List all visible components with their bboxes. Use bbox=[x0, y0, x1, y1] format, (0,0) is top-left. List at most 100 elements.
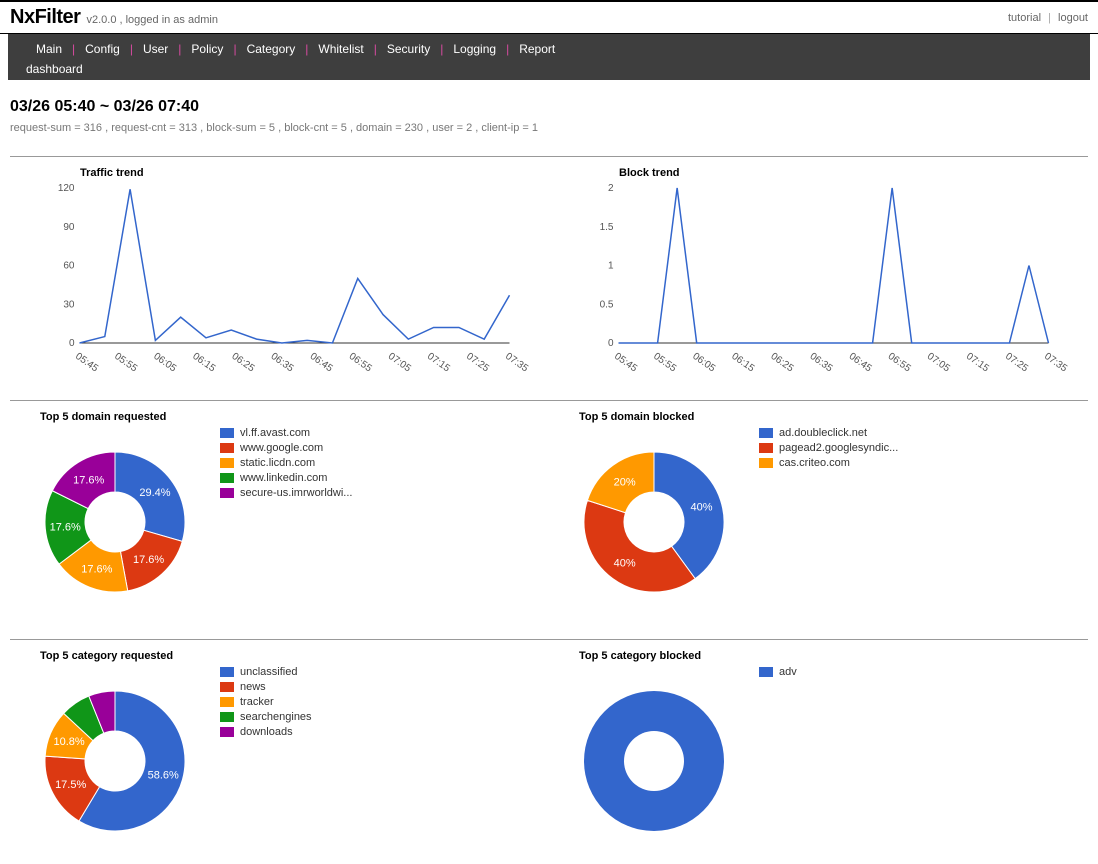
nav-sub-row: dashboard bbox=[26, 56, 1072, 76]
legend-item: adv bbox=[759, 666, 797, 678]
svg-text:06:15: 06:15 bbox=[729, 351, 756, 375]
stats-line: request-sum = 316 , request-cnt = 313 , … bbox=[10, 122, 1088, 134]
svg-text:06:55: 06:55 bbox=[347, 351, 374, 375]
svg-text:05:55: 05:55 bbox=[112, 351, 139, 375]
top-category-requested-title: Top 5 category requested bbox=[40, 650, 539, 662]
legend-item: tracker bbox=[220, 696, 312, 708]
svg-text:06:35: 06:35 bbox=[269, 351, 296, 375]
donut-row-2: Top 5 category requested 58.6%17.5%10.8%… bbox=[10, 650, 1088, 856]
top-domain-requested-title: Top 5 domain requested bbox=[40, 411, 539, 423]
top-category-requested-col: Top 5 category requested 58.6%17.5%10.8%… bbox=[10, 650, 549, 856]
top-domain-blocked-legend: ad.doubleclick.net pagead2.googlesyndic..… bbox=[759, 427, 898, 472]
top-domain-blocked-col: Top 5 domain blocked 40%40%20% ad.double… bbox=[549, 411, 1088, 617]
svg-text:06:25: 06:25 bbox=[769, 351, 796, 375]
time-range: 03/26 05:40 ~ 03/26 07:40 bbox=[10, 98, 1088, 116]
svg-text:29.4%: 29.4% bbox=[139, 487, 170, 499]
svg-text:120: 120 bbox=[58, 183, 75, 194]
top-domain-requested-chart: 29.4%17.6%17.6%17.6%17.6% vl.ff.avast.co… bbox=[20, 427, 539, 617]
nav-item-policy[interactable]: Policy bbox=[181, 42, 233, 56]
svg-text:06:05: 06:05 bbox=[690, 351, 717, 375]
traffic-trend-chart: 030609012005:4505:5506:0506:1506:2506:35… bbox=[20, 183, 539, 378]
tutorial-link[interactable]: tutorial bbox=[1008, 12, 1041, 24]
legend-swatch bbox=[759, 458, 773, 468]
top-category-requested-legend: unclassifiednewstrackersearchenginesdown… bbox=[220, 666, 312, 741]
svg-text:17.5%: 17.5% bbox=[55, 779, 86, 791]
logout-link[interactable]: logout bbox=[1058, 12, 1088, 24]
svg-text:40%: 40% bbox=[691, 502, 713, 514]
nav-row: Main|Config|User|Policy|Category|Whiteli… bbox=[26, 42, 1072, 56]
legend-swatch bbox=[220, 682, 234, 692]
svg-text:17.6%: 17.6% bbox=[50, 522, 81, 534]
nav-item-category[interactable]: Category bbox=[237, 42, 306, 56]
top-links: tutorial | logout bbox=[1008, 12, 1088, 24]
legend-label: tracker bbox=[240, 696, 274, 708]
nav-item-config[interactable]: Config bbox=[75, 42, 130, 56]
topbar: NxFilter v2.0.0 , logged in as admin tut… bbox=[0, 0, 1098, 34]
legend-label: downloads bbox=[240, 726, 293, 738]
svg-text:06:55: 06:55 bbox=[886, 351, 913, 375]
top-category-requested-chart: 58.6%17.5%10.8% unclassifiednewstrackers… bbox=[20, 666, 539, 856]
nav-item-logging[interactable]: Logging bbox=[443, 42, 506, 56]
top-domain-blocked-chart: 40%40%20% ad.doubleclick.netpagead2.goog… bbox=[559, 427, 1078, 617]
divider bbox=[10, 400, 1088, 401]
donut-row-1: Top 5 domain requested 29.4% 17.6% 17.6% 17… bbox=[10, 411, 1088, 617]
legend-item: secure-us.imrworldwi... bbox=[220, 487, 352, 499]
svg-text:05:45: 05:45 bbox=[612, 351, 639, 375]
svg-text:07:35: 07:35 bbox=[1042, 351, 1069, 375]
legend-item: www.google.com bbox=[220, 442, 352, 454]
top-category-blocked-chart: adv bbox=[559, 666, 1078, 856]
svg-text:17.6%: 17.6% bbox=[73, 474, 104, 486]
svg-text:06:25: 06:25 bbox=[230, 351, 257, 375]
traffic-trend-title: Traffic trend bbox=[80, 167, 539, 179]
legend-label: adv bbox=[779, 666, 797, 678]
svg-text:17.6%: 17.6% bbox=[133, 554, 164, 566]
nav-item-security[interactable]: Security bbox=[377, 42, 440, 56]
traffic-trend-col: Traffic trend 030609012005:4505:5506:050… bbox=[10, 167, 549, 378]
nav-item-whitelist[interactable]: Whitelist bbox=[308, 42, 373, 56]
svg-text:30: 30 bbox=[63, 299, 75, 310]
legend-item: cas.criteo.com bbox=[759, 457, 898, 469]
legend-item: news bbox=[220, 681, 312, 693]
top-domain-requested-legend: vl.ff.avast.com www.google.com static.licd… bbox=[220, 427, 352, 502]
app-logo: NxFilter bbox=[10, 6, 80, 29]
svg-text:07:25: 07:25 bbox=[464, 351, 491, 375]
legend-label: static.licdn.com bbox=[240, 457, 315, 469]
svg-text:07:15: 07:15 bbox=[964, 351, 991, 375]
nav-item-main[interactable]: Main bbox=[26, 42, 72, 56]
svg-text:07:05: 07:05 bbox=[386, 351, 413, 375]
block-trend-chart: 00.511.5205:4505:5506:0506:1506:2506:350… bbox=[559, 183, 1078, 378]
divider bbox=[10, 156, 1088, 157]
svg-text:06:45: 06:45 bbox=[847, 351, 874, 375]
top-domain-blocked-title: Top 5 domain blocked bbox=[579, 411, 1078, 423]
legend-swatch bbox=[220, 697, 234, 707]
legend-label: www.google.com bbox=[240, 442, 323, 454]
legend-swatch bbox=[220, 428, 234, 438]
nav-item-user[interactable]: User bbox=[133, 42, 178, 56]
svg-text:06:35: 06:35 bbox=[808, 351, 835, 375]
nav-sub-dashboard[interactable]: dashboard bbox=[26, 62, 83, 76]
line-charts-row: Traffic trend 030609012005:4505:5506:050… bbox=[10, 167, 1088, 378]
legend-swatch bbox=[220, 458, 234, 468]
legend-item: static.licdn.com bbox=[220, 457, 352, 469]
legend-item: vl.ff.avast.com bbox=[220, 427, 352, 439]
nav-item-report[interactable]: Report bbox=[509, 42, 565, 56]
legend-label: vl.ff.avast.com bbox=[240, 427, 310, 439]
legend-label: secure-us.imrworldwi... bbox=[240, 487, 352, 499]
svg-text:1: 1 bbox=[608, 261, 614, 272]
svg-text:58.6%: 58.6% bbox=[148, 769, 179, 781]
svg-text:06:05: 06:05 bbox=[151, 351, 178, 375]
svg-text:07:35: 07:35 bbox=[503, 351, 530, 375]
legend-swatch bbox=[220, 443, 234, 453]
legend-label: news bbox=[240, 681, 266, 693]
svg-text:2: 2 bbox=[608, 183, 614, 194]
legend-item: ad.doubleclick.net bbox=[759, 427, 898, 439]
legend-item: www.linkedin.com bbox=[220, 472, 352, 484]
svg-text:0.5: 0.5 bbox=[600, 299, 614, 310]
legend-item: downloads bbox=[220, 726, 312, 738]
legend-label: pagead2.googlesyndic... bbox=[779, 442, 898, 454]
block-trend-col: Block trend 00.511.5205:4505:5506:0506:1… bbox=[549, 167, 1088, 378]
legend-swatch bbox=[220, 488, 234, 498]
legend-label: searchengines bbox=[240, 711, 312, 723]
legend-swatch bbox=[220, 727, 234, 737]
logo-area: NxFilter v2.0.0 , logged in as admin bbox=[10, 6, 218, 29]
